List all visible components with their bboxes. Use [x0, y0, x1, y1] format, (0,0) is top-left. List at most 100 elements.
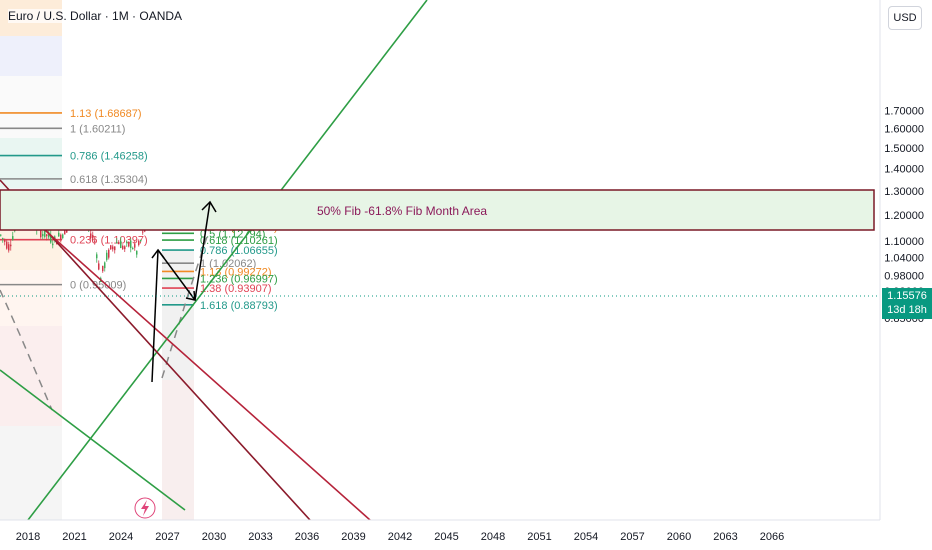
candle-body [56, 242, 58, 245]
candle-body [114, 246, 116, 251]
candle-body [132, 248, 134, 250]
time-tick-label: 2054 [574, 531, 598, 543]
time-tick-label: 2030 [202, 531, 226, 543]
time-tick-label: 2048 [481, 531, 505, 543]
candle-body [62, 234, 64, 239]
candle-body [120, 240, 122, 249]
fib-band-5 [0, 270, 62, 326]
projection-leg-3[interactable] [194, 201, 211, 301]
candle-body [138, 240, 140, 245]
price-tick-label: 1.30000 [884, 186, 924, 198]
candle-body [94, 240, 96, 242]
candle-body [4, 239, 6, 242]
fib-level-label: 1 (1.02062) [200, 258, 256, 270]
candle-body [124, 246, 126, 250]
time-tick-label: 2060 [667, 531, 691, 543]
currency-button[interactable]: USD [888, 6, 922, 30]
arrow-head-up-2 [201, 200, 217, 213]
time-axis[interactable]: 2018 2021 2024 2027 2030 2033 2036 2039 2042 2045… [16, 531, 784, 543]
price-tick-label: 1.20000 [884, 210, 924, 222]
candle-body [52, 243, 54, 246]
fib-level-label: 0.618 (1.35304) [70, 174, 148, 186]
fib-level-label: 1 (1.60211) [70, 123, 125, 135]
trendline-crimson[interactable] [0, 189, 371, 520]
time-tick-label: 2051 [527, 531, 551, 543]
candle-body [106, 252, 108, 260]
candle-body [136, 250, 138, 255]
price-tick-label: 1.10000 [884, 236, 924, 248]
fib-band-4 [0, 228, 62, 270]
fib-level-label: 1.38 (0.93907) [200, 283, 272, 295]
candle-body [112, 246, 114, 250]
time-tick-label: 2018 [16, 531, 40, 543]
time-tick-label: 2045 [434, 531, 458, 543]
projection-leg-1[interactable] [151, 249, 159, 383]
price-tick-label: 1.70000 [884, 106, 924, 118]
candle-body [12, 236, 14, 240]
fib-level-label: 1.13 (0.99272) [200, 266, 272, 278]
candle-body [134, 244, 136, 248]
candle-body [96, 254, 98, 259]
fib-level-label: 1.13 (1.68687) [70, 108, 142, 120]
candle-body [130, 240, 132, 248]
candle-body [8, 244, 10, 251]
time-tick-label: 2024 [109, 531, 133, 543]
projection-leg-2[interactable] [157, 249, 196, 301]
fib-level-label: 0.786 (1.06655) [200, 245, 278, 257]
price-tick-label: 1.50000 [884, 143, 924, 155]
time-tick-label: 2033 [248, 531, 272, 543]
candle-body [10, 244, 12, 247]
dashed-pattern-left[interactable] [0, 289, 53, 411]
trendline-green-lower[interactable] [0, 369, 186, 511]
lightning-icon[interactable] [134, 497, 156, 519]
fib-band-3 [0, 138, 62, 188]
time-tick-label: 2027 [155, 531, 179, 543]
price-tick-label: 1.40000 [884, 164, 924, 176]
candle-body [48, 232, 50, 238]
candle-body [102, 265, 104, 272]
candle-body [116, 241, 118, 244]
candle-body [104, 262, 106, 269]
fib-month-area-zone[interactable] [0, 189, 875, 231]
fib-level-label: 0 (0.95009) [70, 280, 126, 292]
candle-body [108, 249, 110, 258]
candle-body [126, 241, 128, 243]
price-tick-label: 1.60000 [884, 124, 924, 136]
time-tick-label: 2057 [620, 531, 644, 543]
candle-body [90, 233, 92, 238]
time-tick-label: 2063 [713, 531, 737, 543]
candle-body [42, 234, 44, 237]
price-tick-label: 0.98000 [884, 270, 924, 282]
candle-body [0, 234, 2, 236]
time-tick-label: 2036 [295, 531, 319, 543]
candle-body [2, 238, 4, 240]
dashed-pattern-right[interactable] [161, 214, 215, 379]
right-fib-lower-shade [162, 380, 194, 520]
fib-level-label: 0.236 (1.10397) [70, 235, 148, 247]
time-tick-label: 2039 [341, 531, 365, 543]
current-price-value: 1.15576 [887, 290, 927, 302]
candle-body [6, 241, 8, 249]
candle-body [128, 241, 130, 247]
bar-countdown: 13d 18h [887, 304, 927, 316]
current-price-tag: 1.15576 13d 18h [882, 288, 932, 319]
symbol-title[interactable]: Euro / U.S. Dollar · 1M · OANDA [8, 9, 183, 23]
candle-body [122, 245, 124, 249]
candle-body [142, 231, 144, 233]
fib-level-label: 0.786 (1.46258) [70, 151, 148, 163]
plot-area[interactable]: 1.13 (1.68687) 1 (1.60211) 0.786 (1.46258)… [0, 0, 880, 520]
candle-body [92, 234, 94, 239]
candle-body [140, 239, 142, 241]
candle-body [98, 263, 100, 270]
fib-level-label: 1.618 (0.88793) [200, 300, 278, 312]
trendline-green-rising[interactable] [27, 0, 428, 520]
fib-level-label: 1.236 (0.96997) [200, 273, 278, 285]
price-tick-label: 1.04000 [884, 253, 924, 265]
time-tick-label: 2021 [62, 531, 86, 543]
zone-label: 50% Fib -61.8% Fib Month Area [317, 204, 487, 218]
candle-body [54, 236, 56, 239]
candle-body [40, 230, 42, 238]
candle-body [118, 241, 120, 245]
